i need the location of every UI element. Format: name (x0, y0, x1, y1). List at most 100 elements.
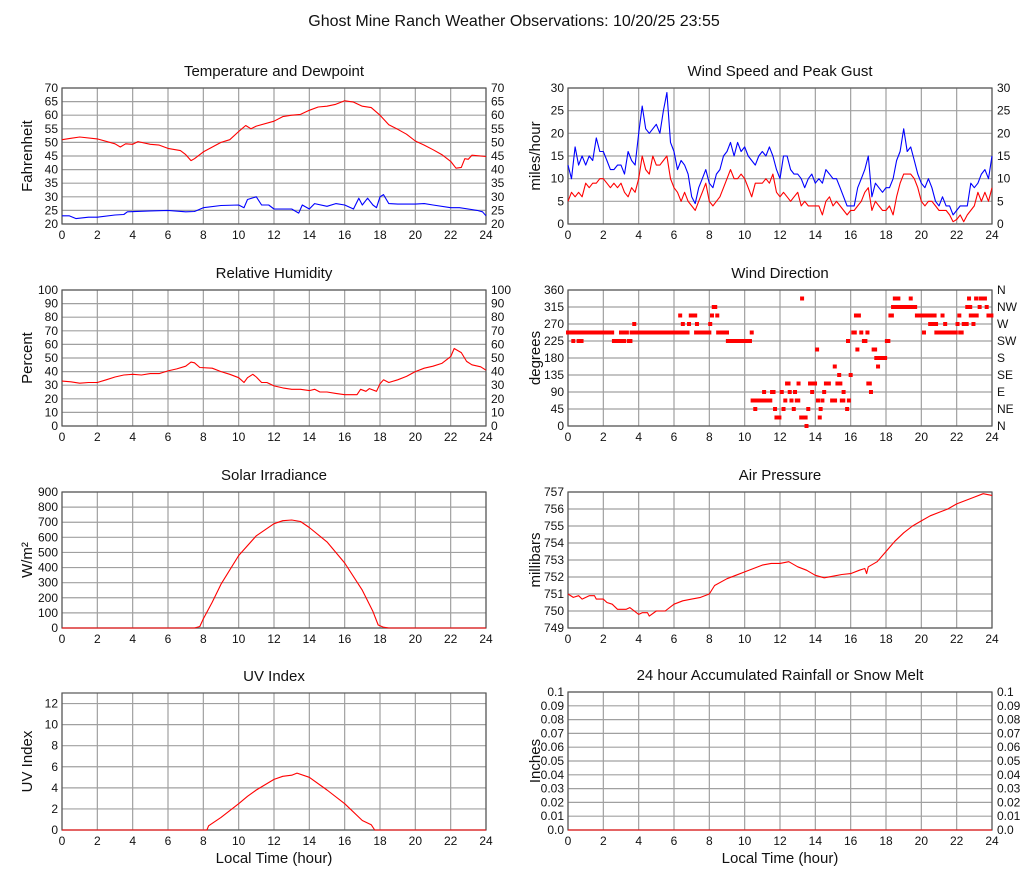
data-point (964, 322, 969, 326)
series-line-0 (567, 91, 993, 216)
x-tick-label: 22 (950, 430, 964, 444)
data-point (820, 398, 825, 403)
data-point (804, 424, 809, 428)
data-point (865, 330, 870, 335)
data-point (800, 296, 805, 301)
chart-title: 24 hour Accumulated Rainfall or Snow Mel… (637, 667, 925, 684)
y-tick-label: 800 (38, 500, 58, 514)
data-point (624, 330, 629, 335)
y-tick-label-right: 10 (491, 405, 505, 419)
y-tick-label-right: 0.09 (997, 699, 1021, 713)
x-tick-label: 8 (200, 228, 207, 242)
y-tick-label-right: 50 (491, 135, 505, 149)
x-tick-label: 2 (600, 632, 607, 646)
y-tick-label-right: 90 (491, 297, 505, 311)
x-tick-label: 8 (706, 228, 713, 242)
x-tick-label: 16 (338, 228, 352, 242)
y-axis-label: Inches (527, 739, 544, 783)
y-tick-label-right: 45 (491, 149, 505, 163)
chart-title: Solar Irradiance (221, 467, 327, 484)
plot-frame (61, 289, 487, 427)
series-line-0 (61, 347, 487, 396)
x-tick-label: 20 (915, 228, 929, 242)
chart-air-pressure: 0 2 4 6 8 10 12 14 16 18 20 22 247497507517527537547… (527, 467, 999, 646)
y-tick-label: 8 (51, 739, 58, 753)
data-point (921, 330, 926, 335)
data-point (896, 296, 901, 301)
data-point (796, 398, 801, 403)
x-tick-label: 10 (738, 430, 752, 444)
chart-title: Temperature and Dewpoint (184, 63, 365, 80)
y-tick-label-right: 40 (491, 365, 505, 379)
data-point (713, 305, 718, 309)
y-tick-label: 45 (551, 402, 565, 416)
x-tick-label: 18 (373, 632, 387, 646)
data-point (837, 373, 842, 377)
x-tick-label: 12 (267, 834, 281, 848)
x-tick-label: 6 (165, 632, 172, 646)
data-point (708, 322, 713, 326)
data-point (808, 381, 813, 386)
data-point (687, 322, 692, 326)
y-tick-label-right: N (997, 419, 1006, 433)
data-point (855, 347, 860, 352)
y-tick-label: 0 (557, 419, 564, 433)
x-tick-label: 8 (706, 834, 713, 848)
y-tick-label: 0.09 (541, 699, 565, 713)
y-tick-label: 5 (557, 194, 564, 208)
x-tick-label: 2 (600, 228, 607, 242)
data-point (781, 407, 786, 411)
x-tick-label: 0 (59, 834, 66, 848)
x-tick-label: 18 (879, 834, 893, 848)
x-tick-label: 20 (409, 834, 423, 848)
x-tick-label: 16 (338, 834, 352, 848)
data-point (967, 296, 972, 301)
y-tick-label: 180 (544, 351, 564, 365)
y-tick-label-right: 10 (997, 172, 1011, 186)
x-tick-label: 10 (232, 228, 246, 242)
y-tick-label: 40 (45, 365, 59, 379)
y-tick-label: 700 (38, 515, 58, 529)
x-tick-label: 18 (373, 430, 387, 444)
y-tick-label: 50 (45, 351, 59, 365)
data-point (977, 305, 982, 309)
x-tick-label: 0 (59, 228, 66, 242)
x-tick-label: 4 (129, 834, 136, 848)
y-tick-label-right: 50 (491, 351, 505, 365)
x-tick-label: 22 (444, 430, 458, 444)
data-point (982, 296, 987, 301)
y-tick-label: 30 (45, 190, 59, 204)
y-tick-label: 754 (544, 536, 564, 550)
data-point (932, 313, 937, 318)
y-tick-label-right: 20 (491, 392, 505, 406)
x-tick-label: 14 (809, 430, 823, 444)
data-point (768, 398, 773, 403)
data-point (680, 322, 685, 326)
x-tick-label: 22 (444, 228, 458, 242)
y-tick-label: 25 (551, 104, 565, 118)
plot-frame (567, 491, 993, 629)
y-tick-label: 0.07 (541, 726, 565, 740)
y-tick-label: 20 (551, 126, 565, 140)
x-tick-label: 22 (950, 834, 964, 848)
x-tick-label: 16 (844, 632, 858, 646)
x-tick-label: 8 (706, 430, 713, 444)
y-tick-label: 60 (45, 337, 59, 351)
x-tick-label: 6 (165, 430, 172, 444)
y-tick-label: 755 (544, 519, 564, 533)
data-point (941, 330, 946, 335)
data-point (749, 330, 754, 335)
data-point (773, 407, 778, 411)
x-tick-label: 22 (444, 632, 458, 646)
x-tick-label: 20 (409, 228, 423, 242)
y-tick-label: 752 (544, 570, 564, 584)
x-tick-label: 12 (773, 430, 787, 444)
series-line-1 (567, 155, 993, 223)
x-tick-label: 4 (635, 632, 642, 646)
y-tick-label: 0 (51, 419, 58, 433)
y-tick-label-right: 100 (491, 283, 511, 297)
y-tick-label: 0.05 (541, 754, 565, 768)
data-point (571, 339, 576, 343)
